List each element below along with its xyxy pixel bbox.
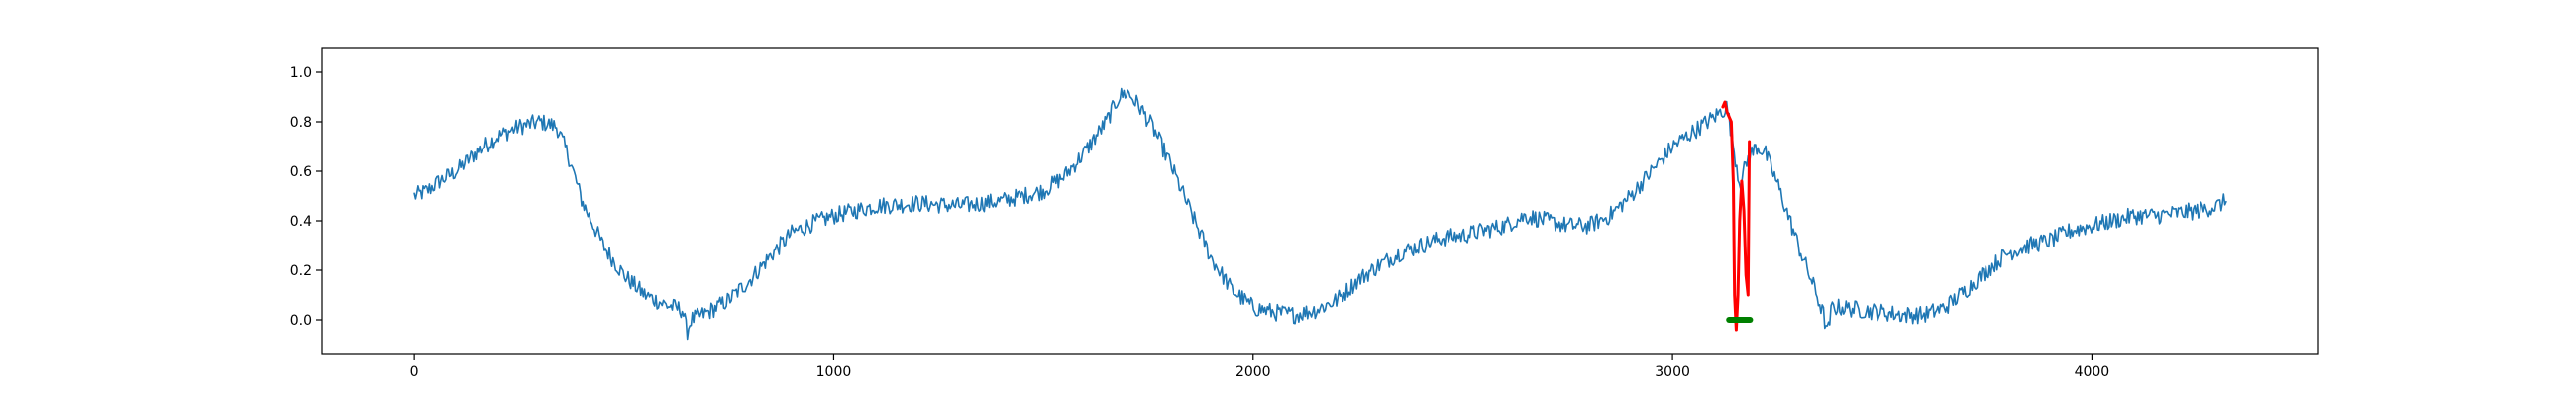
y-tick-label: 1.0 xyxy=(290,65,312,81)
x-axis: 0 1000 2000 3000 4000 xyxy=(410,354,2110,380)
series-line-0 xyxy=(413,87,2227,341)
series-layer xyxy=(413,87,2227,341)
x-tick-label: 2000 xyxy=(1235,364,1271,380)
x-tick-label: 1000 xyxy=(816,364,852,380)
plot-area xyxy=(322,48,2318,354)
x-tick-label: 0 xyxy=(410,364,419,380)
series-line-1 xyxy=(1721,100,1752,332)
y-axis: 0.0 0.2 0.4 0.6 0.8 1.0 xyxy=(290,65,322,329)
y-tick-label: 0.4 xyxy=(290,214,312,230)
y-tick-label: 0.8 xyxy=(290,115,312,131)
x-tick-label: 3000 xyxy=(1655,364,1690,380)
y-tick-label: 0.6 xyxy=(290,164,312,180)
x-tick-label: 4000 xyxy=(2075,364,2110,380)
y-tick-label: 0.0 xyxy=(290,313,312,329)
axes-frame xyxy=(321,47,2319,355)
y-tick-label: 0.2 xyxy=(290,263,312,279)
